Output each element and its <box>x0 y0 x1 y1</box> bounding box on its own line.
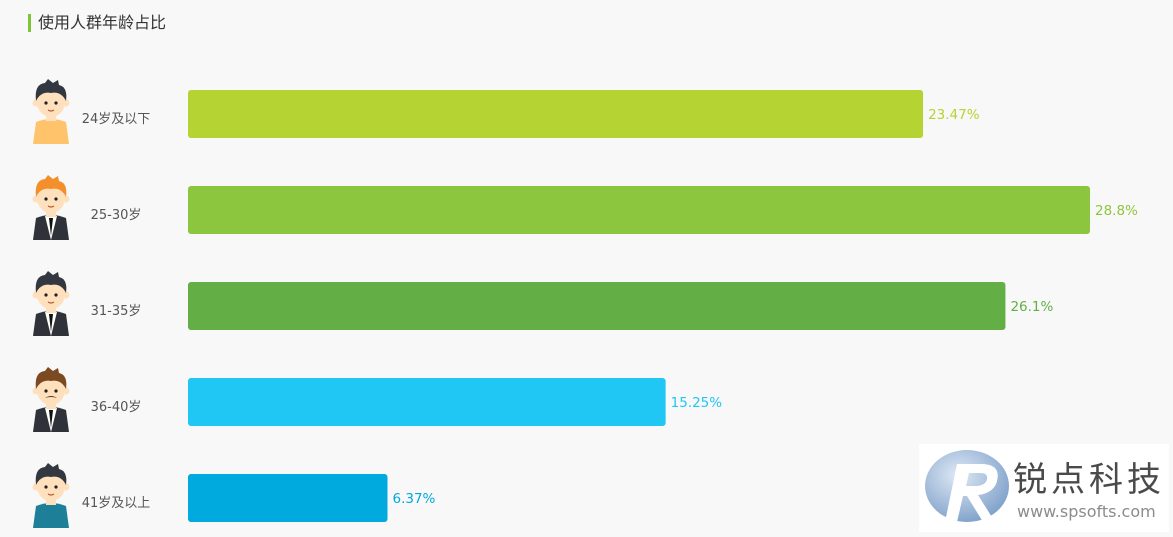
bar <box>188 378 666 426</box>
value-label: 23.47% <box>928 107 980 123</box>
suit-man-avatar-icon <box>32 271 70 336</box>
category-label: 36-40岁 <box>91 400 142 415</box>
value-label: 26.1% <box>1010 299 1053 315</box>
category-label: 24岁及以下 <box>82 112 151 127</box>
value-label: 15.25% <box>671 395 723 411</box>
bar <box>188 90 924 138</box>
value-label: 28.8% <box>1095 203 1138 219</box>
category-label: 31-35岁 <box>91 304 142 319</box>
category-label: 25-30岁 <box>91 208 142 223</box>
rd-logo-icon <box>925 450 1009 522</box>
watermark-url: www.spsofts.com <box>1017 502 1156 521</box>
mustache-man-avatar-icon <box>32 367 70 432</box>
bar <box>188 282 1006 330</box>
chart-title: 使用人群年龄占比 <box>38 13 167 32</box>
young-man-avatar-icon <box>32 79 70 144</box>
watermark: 锐点科技 www.spsofts.com <box>919 444 1169 532</box>
watermark-brand: 锐点科技 <box>1013 460 1165 500</box>
bar <box>188 186 1090 234</box>
orange-hair-man-avatar-icon <box>32 175 70 240</box>
bar <box>188 474 388 522</box>
title-accent-bar <box>28 14 31 32</box>
older-man-avatar-icon <box>32 463 70 528</box>
value-label: 6.37% <box>393 491 436 507</box>
category-label: 41岁及以上 <box>82 496 151 511</box>
